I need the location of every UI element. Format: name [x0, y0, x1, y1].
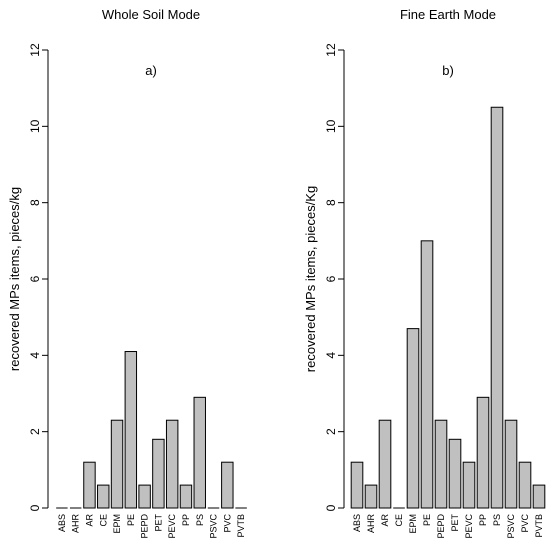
x-tick-label: EPM [408, 514, 418, 534]
y-tick-label: 8 [324, 199, 338, 206]
x-tick-label: PP [478, 514, 488, 526]
x-tick-label: AHR [71, 514, 81, 534]
bar-ar [83, 461, 96, 509]
x-tick-label: ABS [352, 514, 362, 532]
bar-pepd [434, 419, 448, 509]
x-tick-label: PSVC [506, 514, 516, 539]
y-tick-label: 6 [28, 275, 42, 282]
bar-pevc [165, 419, 179, 509]
x-tick-label: AR [380, 514, 390, 527]
x-tick-label: ABS [57, 514, 67, 532]
bar-pvc [221, 461, 234, 509]
y-tick-label: 12 [28, 43, 42, 57]
y-tick-label: 2 [324, 428, 338, 435]
bar-epm [110, 419, 124, 509]
bar-pe [124, 351, 138, 509]
bar-pvtb [532, 484, 546, 509]
bar-ps [193, 396, 206, 509]
bar-pp [476, 396, 490, 509]
y-tick-label: 12 [324, 43, 338, 57]
x-tick-label: PVC [222, 514, 232, 533]
y-tick-label: 10 [324, 119, 338, 133]
y-axis-label: recovered MPs items, pieces/Kg [303, 186, 318, 372]
chart-panel-2: Fine Earth Mode b) recovered MPs items, pi… [303, 7, 546, 539]
x-tick-label: PEPD [140, 514, 150, 539]
x-tick-label: PVTB [534, 514, 544, 538]
x-tick-label: PE [126, 514, 136, 526]
y-tick-label: 0 [324, 504, 338, 511]
x-tick-label: PEVC [464, 514, 474, 539]
x-tick-label: CE [98, 514, 108, 527]
x-tick-label: CE [394, 514, 404, 527]
bar-pp [179, 484, 193, 509]
x-tick-label: PVC [520, 514, 530, 533]
bar-ahr [364, 484, 378, 509]
bar-ce [97, 484, 110, 509]
x-tick-label: PEPD [436, 514, 446, 539]
bar-pet [448, 438, 462, 509]
x-tick-label: PET [450, 514, 460, 532]
x-tick-label: PSVC [209, 514, 219, 539]
bar-pet [152, 438, 165, 509]
x-tick-label: PEVC [167, 514, 177, 539]
panel-annotation: a) [145, 63, 157, 78]
bar-ps [490, 106, 504, 509]
bar-psvc [504, 419, 518, 509]
bar-abs [350, 461, 364, 509]
x-tick-label: PET [153, 514, 163, 532]
y-tick-label: 0 [28, 504, 42, 511]
y-tick-label: 4 [324, 352, 338, 359]
y-tick-label: 8 [28, 199, 42, 206]
x-tick-label: PS [492, 514, 502, 526]
bar-pepd [138, 484, 151, 509]
bar-pe [420, 240, 434, 509]
y-tick-label: 4 [28, 352, 42, 359]
bar-epm [406, 328, 420, 509]
x-tick-label: PE [422, 514, 432, 526]
bar-ar [378, 419, 392, 509]
chart-panel-1: Whole Soil Mode a) recovered MPs items, pi… [7, 7, 247, 539]
x-tick-label: PVTB [236, 514, 246, 538]
chart-title: Whole Soil Mode [102, 7, 200, 22]
x-tick-label: PS [195, 514, 205, 526]
y-tick-label: 2 [28, 428, 42, 435]
x-tick-label: PP [181, 514, 191, 526]
chart-title: Fine Earth Mode [400, 7, 496, 22]
bar-pvc [518, 461, 532, 509]
panel-annotation: b) [442, 63, 454, 78]
y-axis-label: recovered MPs items, pieces/kg [7, 187, 22, 371]
x-tick-label: AHR [366, 514, 376, 534]
x-tick-label: AR [84, 514, 94, 527]
x-tick-label: EPM [112, 514, 122, 534]
bar-pevc [462, 461, 476, 509]
y-tick-label: 6 [324, 275, 338, 282]
y-tick-label: 10 [28, 119, 42, 133]
